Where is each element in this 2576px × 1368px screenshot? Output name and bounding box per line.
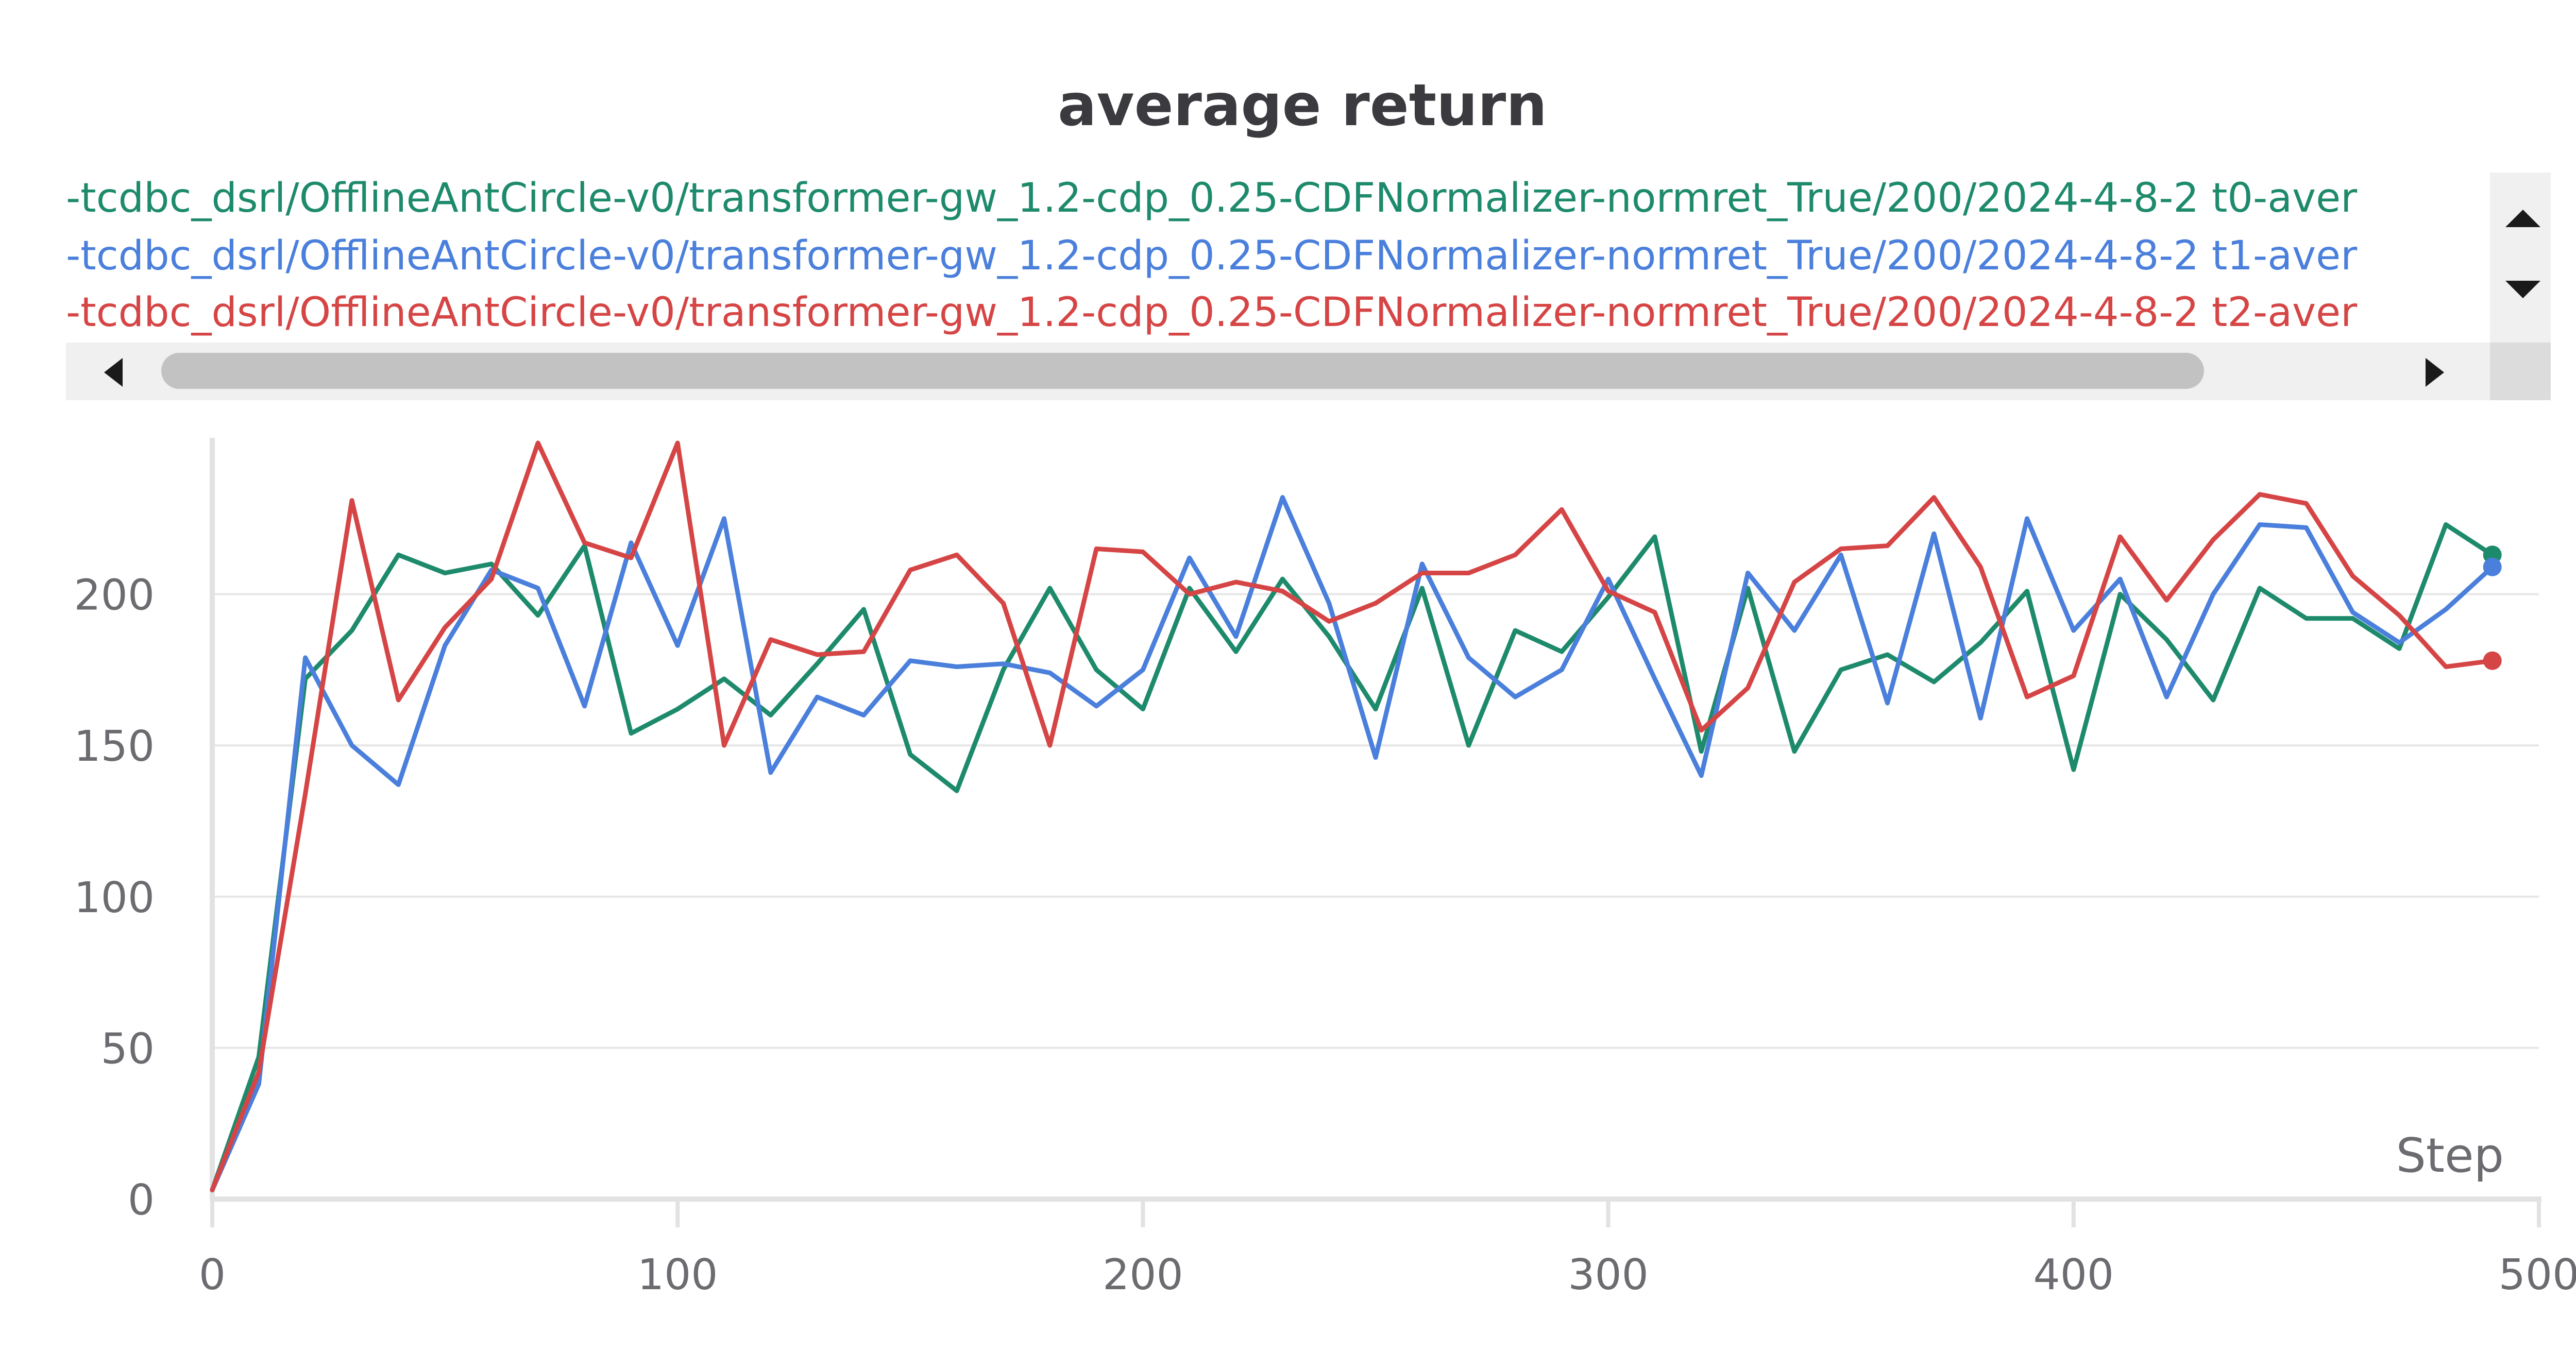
- chart-title: average return: [1058, 72, 1547, 139]
- legend-entry-t1[interactable]: -tcdbc_dsrl/OfflineAntCircle-v0/transfor…: [66, 233, 2358, 279]
- legend-entry-t2[interactable]: -tcdbc_dsrl/OfflineAntCircle-v0/transfor…: [66, 289, 2358, 336]
- series-end-markers: [2483, 545, 2502, 670]
- y-tick-label: 200: [74, 571, 155, 620]
- x-tick-label: 400: [2033, 1251, 2114, 1299]
- x-tick-label: 300: [1568, 1251, 1649, 1299]
- series-line-t1: [210, 495, 2495, 1192]
- y-tick-label: 100: [74, 874, 155, 922]
- axes: [210, 438, 2541, 1227]
- series-line-t2: [210, 440, 2495, 1192]
- legend-vertical-scrollbar[interactable]: [2490, 173, 2551, 400]
- y-tick-label: 0: [128, 1176, 155, 1225]
- x-tick-label: 200: [1103, 1251, 1183, 1299]
- series-end-point-t1: [2483, 557, 2502, 576]
- scrollbar-corner: [2490, 343, 2551, 400]
- scroll-right-arrow-icon[interactable]: [2426, 358, 2444, 387]
- series-lines: [210, 440, 2495, 1192]
- scroll-down-arrow-icon[interactable]: [2505, 281, 2540, 298]
- x-tick-label: 0: [199, 1251, 226, 1299]
- legend: -tcdbc_dsrl/OfflineAntCircle-v0/transfor…: [66, 173, 2487, 399]
- scroll-up-arrow-icon[interactable]: [2505, 210, 2540, 227]
- y-tick-label: 150: [74, 722, 155, 771]
- series-end-point-t2: [2483, 651, 2502, 670]
- legend-horizontal-scrollbar[interactable]: [66, 343, 2490, 400]
- scroll-left-arrow-icon[interactable]: [104, 358, 123, 387]
- y-tick-label: 50: [101, 1024, 155, 1073]
- x-tick-label: 500: [2499, 1251, 2576, 1299]
- legend-entry-t0[interactable]: -tcdbc_dsrl/OfflineAntCircle-v0/transfor…: [66, 175, 2358, 221]
- legend-scroll-thumb[interactable]: [161, 353, 2204, 389]
- grid-lines: [212, 593, 2539, 1049]
- x-axis-label: Step: [2396, 1128, 2504, 1183]
- x-tick-label: 100: [637, 1251, 718, 1299]
- tick-labels: 0 50 100 150 200 0 100 200 300 400 500: [74, 571, 2576, 1299]
